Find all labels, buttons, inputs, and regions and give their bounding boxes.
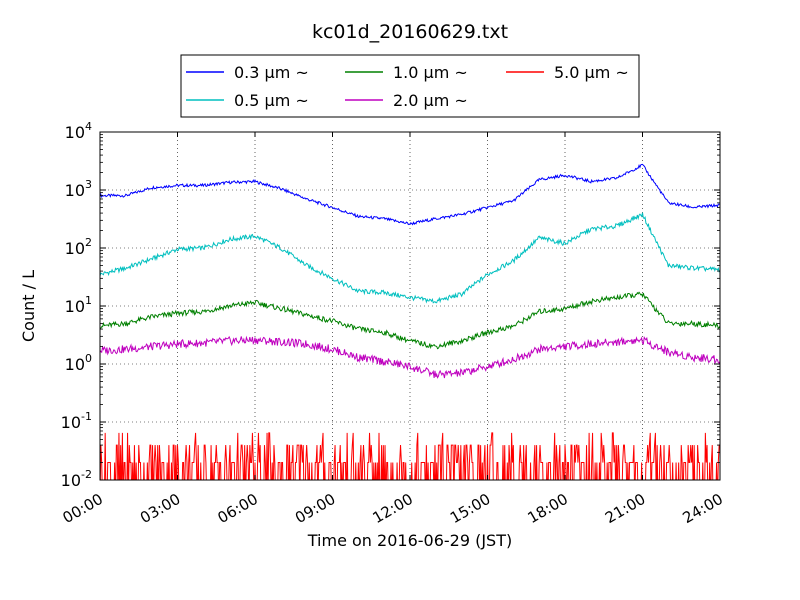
legend-label: 1.0 μm ~ — [393, 63, 468, 82]
grid — [100, 132, 720, 480]
legend-box — [180, 54, 640, 118]
legend: 0.3 μm ~ 0.5 μm ~ 1.0 μm ~ 2.0 μm ~ 5.0 μm ~ — [180, 54, 640, 118]
y-tick-label: 10-1 — [61, 410, 92, 432]
series-layer — [100, 163, 720, 480]
y-tick-label: 103 — [65, 178, 92, 200]
series-line — [100, 432, 720, 480]
y-axis-label: Count / L — [19, 270, 38, 342]
legend-label: 0.5 μm ~ — [234, 91, 309, 110]
y-tick-label: 104 — [65, 120, 92, 142]
y-tick-label: 10-2 — [61, 468, 92, 490]
y-tick-label: 100 — [65, 352, 92, 374]
y-tick-label: 102 — [65, 236, 92, 258]
legend-label: 5.0 μm ~ — [554, 63, 629, 82]
series-line — [100, 335, 720, 379]
x-axis-label: Time on 2016-06-29 (JST) — [307, 531, 512, 550]
legend-label: 2.0 μm ~ — [393, 91, 468, 110]
series-line — [100, 163, 720, 226]
legend-label: 0.3 μm ~ — [234, 63, 309, 82]
series-line — [100, 291, 720, 350]
chart-title: kc01d_20160629.txt — [312, 21, 508, 43]
series-line — [100, 212, 720, 304]
y-tick-label: 101 — [65, 294, 92, 316]
